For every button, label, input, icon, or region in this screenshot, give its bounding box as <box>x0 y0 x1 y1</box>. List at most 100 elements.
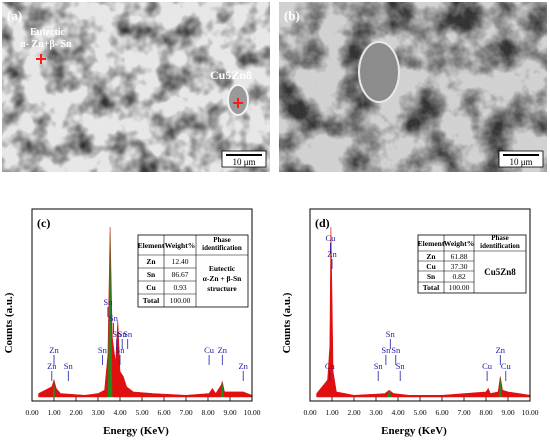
x-tick-label: 4.00 <box>391 408 404 417</box>
peak-label: Sn <box>64 361 74 371</box>
peak-label: Zn <box>327 249 337 259</box>
marker-cu5zn8 <box>233 98 243 108</box>
peak-label: Sn <box>123 329 133 339</box>
y-axis-label: Counts (a.u.) <box>3 292 15 353</box>
peak-label: Cu <box>482 361 493 371</box>
x-tick-label: 6.00 <box>157 408 170 417</box>
peak-label: Sn <box>109 313 119 323</box>
header-element: Element <box>418 239 445 248</box>
cell: 61.88 <box>451 252 468 261</box>
x-tick-label: 9.00 <box>501 408 514 417</box>
panel-label-a: (a) <box>7 8 22 23</box>
cell: Cu <box>146 283 156 292</box>
peak-label: Sn <box>396 361 406 371</box>
header-weight: Weight% <box>444 239 474 248</box>
x-tick-label: 3.00 <box>369 408 382 417</box>
spectrum-area <box>38 226 253 398</box>
peak-label: Sn <box>98 345 108 355</box>
x-tick-label: 1.00 <box>325 408 338 417</box>
x-tick-label: 7.00 <box>457 408 470 417</box>
phase-cu5zn8: Cu5Zn8 <box>484 267 516 277</box>
green-peak <box>387 390 392 397</box>
sem-grain <box>2 2 270 172</box>
peak-label: Sn <box>386 329 396 339</box>
peak-label: Sn <box>112 329 122 339</box>
x-tick-label: 1.00 <box>47 408 60 417</box>
green-peak <box>220 381 224 397</box>
sem-image-b: (b) 10 μm <box>279 2 547 172</box>
peak-label: Sn <box>374 361 384 371</box>
green-peak <box>498 376 502 397</box>
cell: Sn <box>147 270 156 279</box>
panel-label-b: (b) <box>284 8 300 23</box>
peak-label: Sn <box>381 345 391 355</box>
eds-chart-d: Counts (a.u.) Energy (KeV) Cu Zn Cu Sn Sn Sn S… <box>278 205 550 437</box>
eds-chart-c: Counts (a.u.) Energy (KeV) Zn Zn Sn Sn Sn Sn S… <box>0 205 272 437</box>
phase-line1: Eutectic <box>209 264 236 273</box>
annotation-eutectic: Eutectic <box>30 27 66 38</box>
peak-label: Cu <box>325 233 336 243</box>
spectrum-area <box>316 226 531 398</box>
x-axis-label: Energy (KeV) <box>103 425 169 437</box>
marker-eutectic <box>36 54 46 64</box>
x-tick-label: 0.00 <box>25 408 38 417</box>
eds-table-c: Element Weight% Phase identification Zn … <box>137 234 249 308</box>
peak-label: Cu <box>204 345 215 355</box>
phase-line2: α-Zn + β-Sn <box>203 274 243 283</box>
x-tick-label: 0.00 <box>303 408 316 417</box>
annotation-cu5zn8: Cu5Zn8 <box>210 68 252 82</box>
cell: 100.00 <box>449 283 470 292</box>
x-tick-label: 6.00 <box>435 408 448 417</box>
header-phase: Phase identification <box>202 236 242 252</box>
x-tick-label: 5.00 <box>135 408 148 417</box>
x-tick-label: 8.00 <box>201 408 214 417</box>
y-axis-label: Counts (a.u.) <box>281 292 293 353</box>
x-tick-label: 8.00 <box>479 408 492 417</box>
annotation-eutectic-phases: α- Zn+β- Sn <box>20 39 72 50</box>
peak-label: Zn <box>218 345 228 355</box>
cell: Zn <box>146 257 156 266</box>
green-peak <box>107 227 113 397</box>
peak-label: Zn <box>49 345 59 355</box>
peak-label: Cu <box>325 361 336 371</box>
scale-bar-label: 10 μm <box>509 157 532 167</box>
cell: Total <box>143 296 159 305</box>
cell: 0.93 <box>173 283 186 292</box>
cell: Cu <box>426 262 436 271</box>
peak-label: Zn <box>496 345 506 355</box>
plot-frame <box>309 208 531 402</box>
cell: 0.82 <box>452 272 465 281</box>
x-tick-label: 2.00 <box>69 408 82 417</box>
cell: 37.30 <box>451 262 468 271</box>
x-tick-label: 2.00 <box>347 408 360 417</box>
peak-label: Cu <box>501 361 512 371</box>
cell: Total <box>423 283 439 292</box>
x-tick-label: 7.00 <box>179 408 192 417</box>
sem-panel-b: (b) 10 μm <box>279 2 547 172</box>
peak-label: Zn <box>238 361 248 371</box>
panel-label-c: (c) <box>37 216 50 230</box>
large-particle <box>358 41 400 103</box>
x-tick-label: 10.00 <box>244 408 261 417</box>
header-weight: Weight% <box>165 241 195 250</box>
cell: 12.40 <box>172 257 189 266</box>
sem-panel-a: (a) Eutectic α- Zn+β- Sn Cu5Zn8 10 μm <box>2 2 270 172</box>
panel-label-d: (d) <box>315 216 330 230</box>
cell: 100.00 <box>170 296 191 305</box>
peak-label: Sn <box>118 329 128 339</box>
x-tick-label: 5.00 <box>413 408 426 417</box>
phase-line3: structure <box>207 284 237 293</box>
green-peak <box>52 380 56 397</box>
peak-label: Sn <box>103 297 113 307</box>
sem-image-a: (a) Eutectic α- Zn+β- Sn Cu5Zn8 10 μm <box>2 2 270 172</box>
x-axis-label: Energy (KeV) <box>381 425 447 437</box>
sem-grain <box>279 2 547 172</box>
header-element: Element <box>138 241 165 250</box>
x-tick-label: 3.00 <box>91 408 104 417</box>
peak-label: Zn <box>47 361 57 371</box>
x-tick-label: 10.00 <box>522 408 539 417</box>
